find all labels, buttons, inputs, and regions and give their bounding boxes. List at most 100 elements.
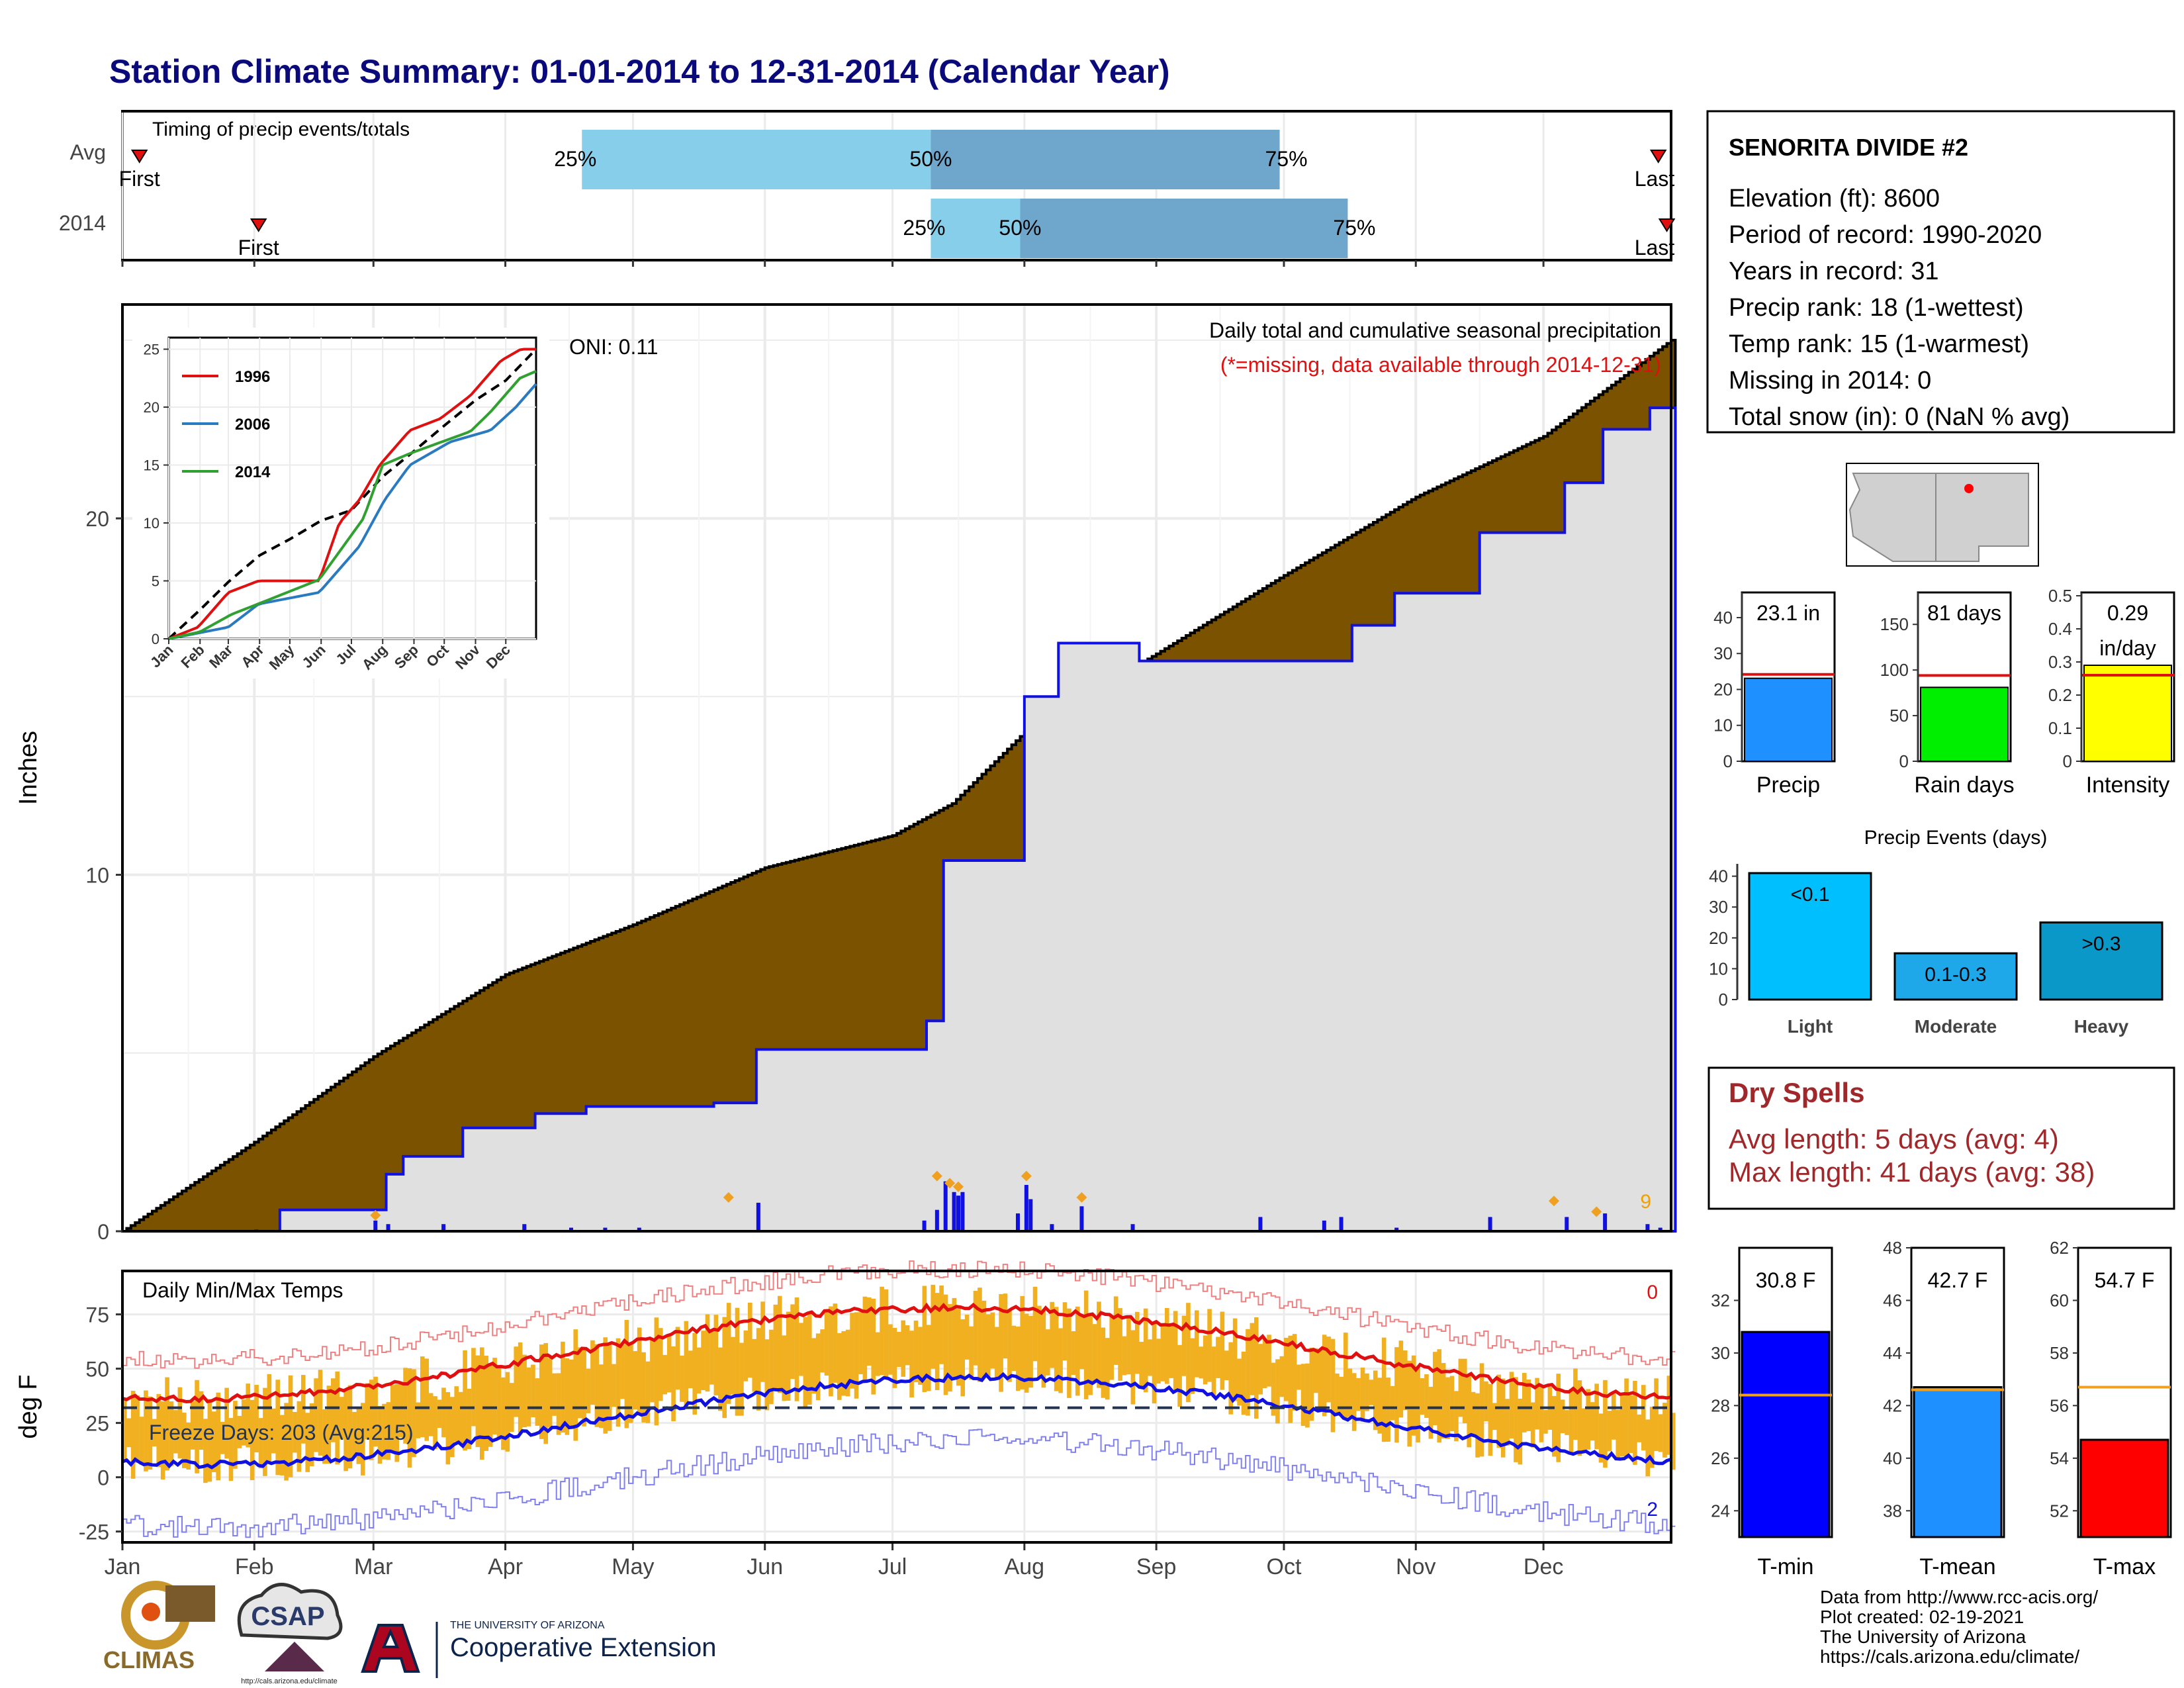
mini-bar-value-label-2: in/day: [2099, 636, 2156, 660]
daily-precip-bar: [1645, 1224, 1650, 1231]
event-bar-heavy: [2039, 921, 2163, 1001]
timing-first-marker: [130, 150, 148, 164]
mini-bar-tick: 100: [1880, 660, 1909, 680]
daily-temp-range-bar: [135, 1395, 140, 1463]
mini-bar-value-label: 81 days: [1927, 601, 2001, 625]
csap-mountain-icon: [265, 1642, 324, 1671]
daily-temp-range-bar: [250, 1399, 255, 1480]
daily-temp-range-bar: [927, 1325, 931, 1391]
timing-last-label: Last: [1635, 167, 1675, 191]
precip-panel: 0 10 20 Inches ONI: 0.11 Daily total and c…: [15, 303, 1677, 1244]
daily-temp-range-bar: [1216, 1336, 1220, 1378]
daily-temp-range-bar: [1275, 1359, 1280, 1424]
daily-temp-range-bar: [650, 1339, 655, 1403]
dry-spells-title: Dry Spells: [1729, 1077, 1864, 1108]
daily-temp-range-bar: [1654, 1378, 1659, 1452]
daily-temp-range-bar: [237, 1415, 242, 1448]
inset-ytick-label: 5: [152, 573, 159, 590]
precip-ytick-label: 10: [85, 864, 109, 888]
inset-series-2006: [168, 383, 537, 640]
climas-logo-text: CLIMAS: [103, 1646, 195, 1673]
daily-temp-range-bar: [807, 1311, 812, 1405]
daily-precip-bar: [1339, 1217, 1343, 1231]
timing-p75-label: 75%: [1333, 216, 1375, 240]
credit-university: The University of Arizona: [1820, 1626, 2026, 1647]
inset-ytick-label: 0: [152, 631, 159, 647]
daily-temp-range-bar: [284, 1403, 289, 1481]
mini-bar-tick: 0.4: [2048, 619, 2072, 639]
precip-summary-bars: 0 10 20 30 40 23.1 in Precip 0 50 100 150 81 days Ra…: [1713, 586, 2175, 798]
inset-legend-label: 2006: [235, 416, 270, 434]
precip-panel-frame: [121, 303, 1672, 1233]
timing-label: Timing of precip events/totals: [152, 118, 410, 140]
daily-temp-range-bar: [1139, 1342, 1144, 1387]
daily-temp-range-bar: [760, 1301, 765, 1382]
timing-box-upper: [931, 130, 1280, 189]
daily-temp-range-bar: [1569, 1389, 1574, 1455]
daily-temp-range-bar: [505, 1372, 510, 1452]
precip-events-chart: Precip Events (days) 0 10 20 30 40 <0.1 Light 0…: [1709, 827, 2163, 1037]
daily-temp-range-bar: [1603, 1380, 1608, 1468]
daily-temp-range-bar: [224, 1387, 229, 1459]
daily-temp-range-bar: [1394, 1347, 1399, 1443]
daily-temp-range-bar: [1288, 1335, 1293, 1423]
events-ytick-label: 30: [1709, 897, 1728, 917]
timing-p75-label: 75%: [1265, 147, 1308, 171]
daily-precip-bar: [960, 1192, 965, 1231]
daily-temp-range-bar: [1322, 1335, 1327, 1417]
station-info-box: SENORITA DIVIDE #2 Elevation (ft): 8600 …: [1706, 110, 2175, 434]
daily-precip-bar: [386, 1224, 390, 1231]
daily-temp-range-bar: [939, 1285, 944, 1364]
daily-temp-range-bar: [1054, 1307, 1059, 1391]
daily-temp-range-bar: [318, 1370, 323, 1456]
daily-temp-range-bar: [522, 1354, 527, 1428]
csap-logo-text: CSAP: [251, 1602, 324, 1631]
daily-temp-range-bar: [182, 1413, 187, 1468]
daily-temp-range-bar: [1024, 1313, 1029, 1393]
daily-temp-range-bar: [1105, 1338, 1110, 1400]
month-axis-label: May: [612, 1554, 654, 1579]
daily-temp-range-bar: [1488, 1383, 1493, 1456]
timing-p50-label: 50%: [999, 216, 1041, 240]
daily-temp-range-bar: [1101, 1327, 1106, 1398]
daily-temp-range-bar: [1539, 1385, 1544, 1442]
avg-high-line: [122, 1302, 1672, 1404]
daily-temp-range-bar: [1203, 1335, 1208, 1385]
daily-temp-range-bar: [1577, 1380, 1582, 1456]
daily-temp-range-bar: [1050, 1301, 1055, 1368]
daily-temp-range-bar: [582, 1350, 586, 1427]
daily-temp-range-bar: [501, 1377, 506, 1450]
daily-temp-range-bar: [778, 1295, 782, 1393]
daily-temp-range-bar: [246, 1383, 251, 1448]
inset-ytick-label: 25: [144, 342, 159, 358]
daily-temp-range-bar: [1633, 1381, 1637, 1465]
daily-temp-range-bar: [875, 1332, 880, 1376]
daily-temp-range-bar: [1071, 1331, 1076, 1376]
mini-bar-tick: 0: [1899, 751, 1909, 771]
events-ytick-label: 10: [1709, 959, 1728, 978]
mini-bar-fill: [1744, 677, 1833, 762]
timing-row-avg-label: Avg: [69, 140, 106, 164]
timing-box-upper: [1020, 199, 1348, 258]
daily-temp-range-bar: [934, 1293, 940, 1391]
daily-temp-range-bar: [305, 1413, 310, 1472]
temp-bar-axis-label: T-max: [2093, 1554, 2156, 1579]
daily-temp-range-bar: [420, 1356, 425, 1438]
daily-temp-range-bar: [1262, 1338, 1267, 1389]
timing-box-lower: [931, 199, 1021, 258]
daily-temp-range-bar: [1594, 1383, 1599, 1450]
daily-temp-range-bar: [1228, 1342, 1234, 1415]
daily-temp-range-bar: [1492, 1403, 1497, 1430]
temp-bar-tick: 52: [2050, 1501, 2069, 1521]
daily-temp-range-bar: [1420, 1378, 1425, 1415]
daily-precip-bar: [1079, 1206, 1084, 1231]
record-low-line: [122, 1429, 1676, 1538]
timing-p25-label: 25%: [554, 147, 596, 171]
daily-temp-range-bar: [275, 1380, 281, 1476]
daily-temp-range-bar: [279, 1415, 285, 1476]
daily-temp-range-bar: [969, 1326, 974, 1380]
daily-temp-range-bar: [1433, 1352, 1437, 1426]
daily-temp-range-bar: [577, 1347, 582, 1419]
daily-temp-range-bar: [960, 1319, 966, 1397]
daily-temp-range-bar: [615, 1338, 621, 1427]
